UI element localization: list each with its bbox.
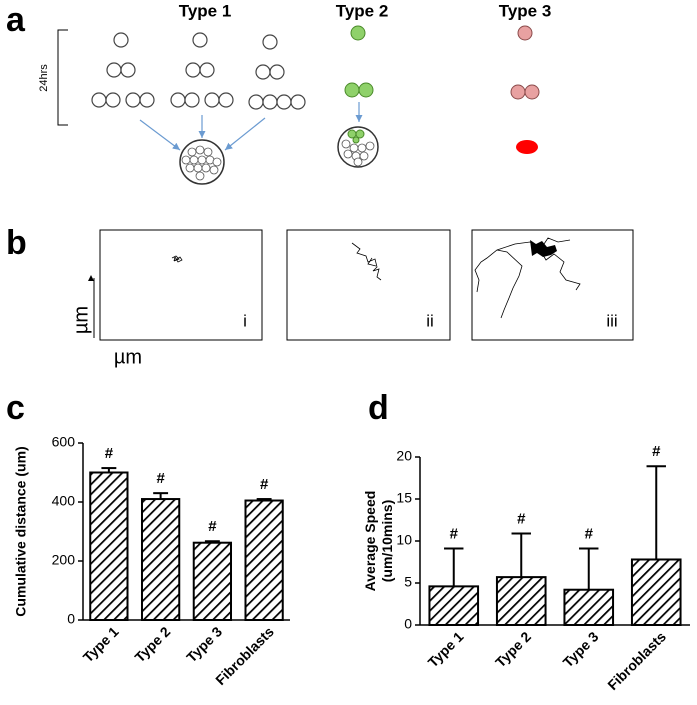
time-label: 24hrs <box>38 64 50 92</box>
y-tick-label: 200 <box>52 552 76 568</box>
y-tick-label: 20 <box>396 448 412 464</box>
track-box <box>286 229 451 341</box>
y-axis-label: Average Speed <box>362 491 378 592</box>
type2-cells <box>337 25 379 168</box>
x-tick-label: Type 3 <box>560 628 602 670</box>
y-axis-label: (um/10mins) <box>379 500 395 582</box>
annotation: # <box>585 526 594 543</box>
annotation: # <box>652 443 661 460</box>
x-tick-label: Type 1 <box>425 628 467 670</box>
panel-label: a <box>6 1 26 39</box>
track <box>351 242 382 281</box>
y-axis-label: Cumulative distance (um) <box>13 446 29 616</box>
annotation: # <box>517 510 526 527</box>
track-box <box>99 229 263 341</box>
bar <box>244 499 284 621</box>
subpanel-label: iii <box>606 311 617 330</box>
y-tick-label: 600 <box>52 434 76 450</box>
bar <box>495 576 547 626</box>
annotation: # <box>450 526 459 543</box>
type3-cells <box>510 25 540 154</box>
bar <box>140 498 181 621</box>
y-tick-label: 0 <box>404 616 412 632</box>
bar <box>192 541 233 622</box>
bar <box>89 471 129 621</box>
subpanel-label: ii <box>426 311 434 330</box>
axis-label: µm <box>114 346 142 368</box>
y-tick-label: 400 <box>52 493 76 509</box>
annotation: # <box>260 476 269 493</box>
y-tick-label: 0 <box>67 611 75 627</box>
x-tick-label: Fibroblasts <box>604 628 669 693</box>
bar <box>563 588 615 626</box>
track <box>171 255 183 263</box>
y-tick-label: 15 <box>396 490 412 506</box>
bar <box>428 585 480 626</box>
annotation: # <box>208 518 217 535</box>
x-tick-label: Type 2 <box>131 623 173 665</box>
x-tick-label: Type 1 <box>80 623 122 665</box>
type-title: Type 3 <box>499 1 552 20</box>
panel-label: c <box>6 389 25 427</box>
type1-cells <box>91 32 306 185</box>
x-tick-label: Type 3 <box>183 623 225 665</box>
type-title: Type 2 <box>336 1 389 20</box>
panel-label: b <box>6 224 27 262</box>
track-dense <box>530 240 557 257</box>
panel-label: d <box>368 389 389 427</box>
x-tick-label: Type 2 <box>492 628 534 670</box>
annotation: # <box>105 445 114 462</box>
bar <box>630 558 682 626</box>
subpanel-label: i <box>243 311 247 330</box>
axis-label: µm <box>70 306 92 334</box>
track <box>474 237 581 319</box>
y-tick-label: 10 <box>396 532 412 548</box>
type-title: Type 1 <box>179 1 232 20</box>
y-tick-label: 5 <box>404 574 412 590</box>
bracket <box>57 29 68 126</box>
annotation: # <box>156 470 165 487</box>
